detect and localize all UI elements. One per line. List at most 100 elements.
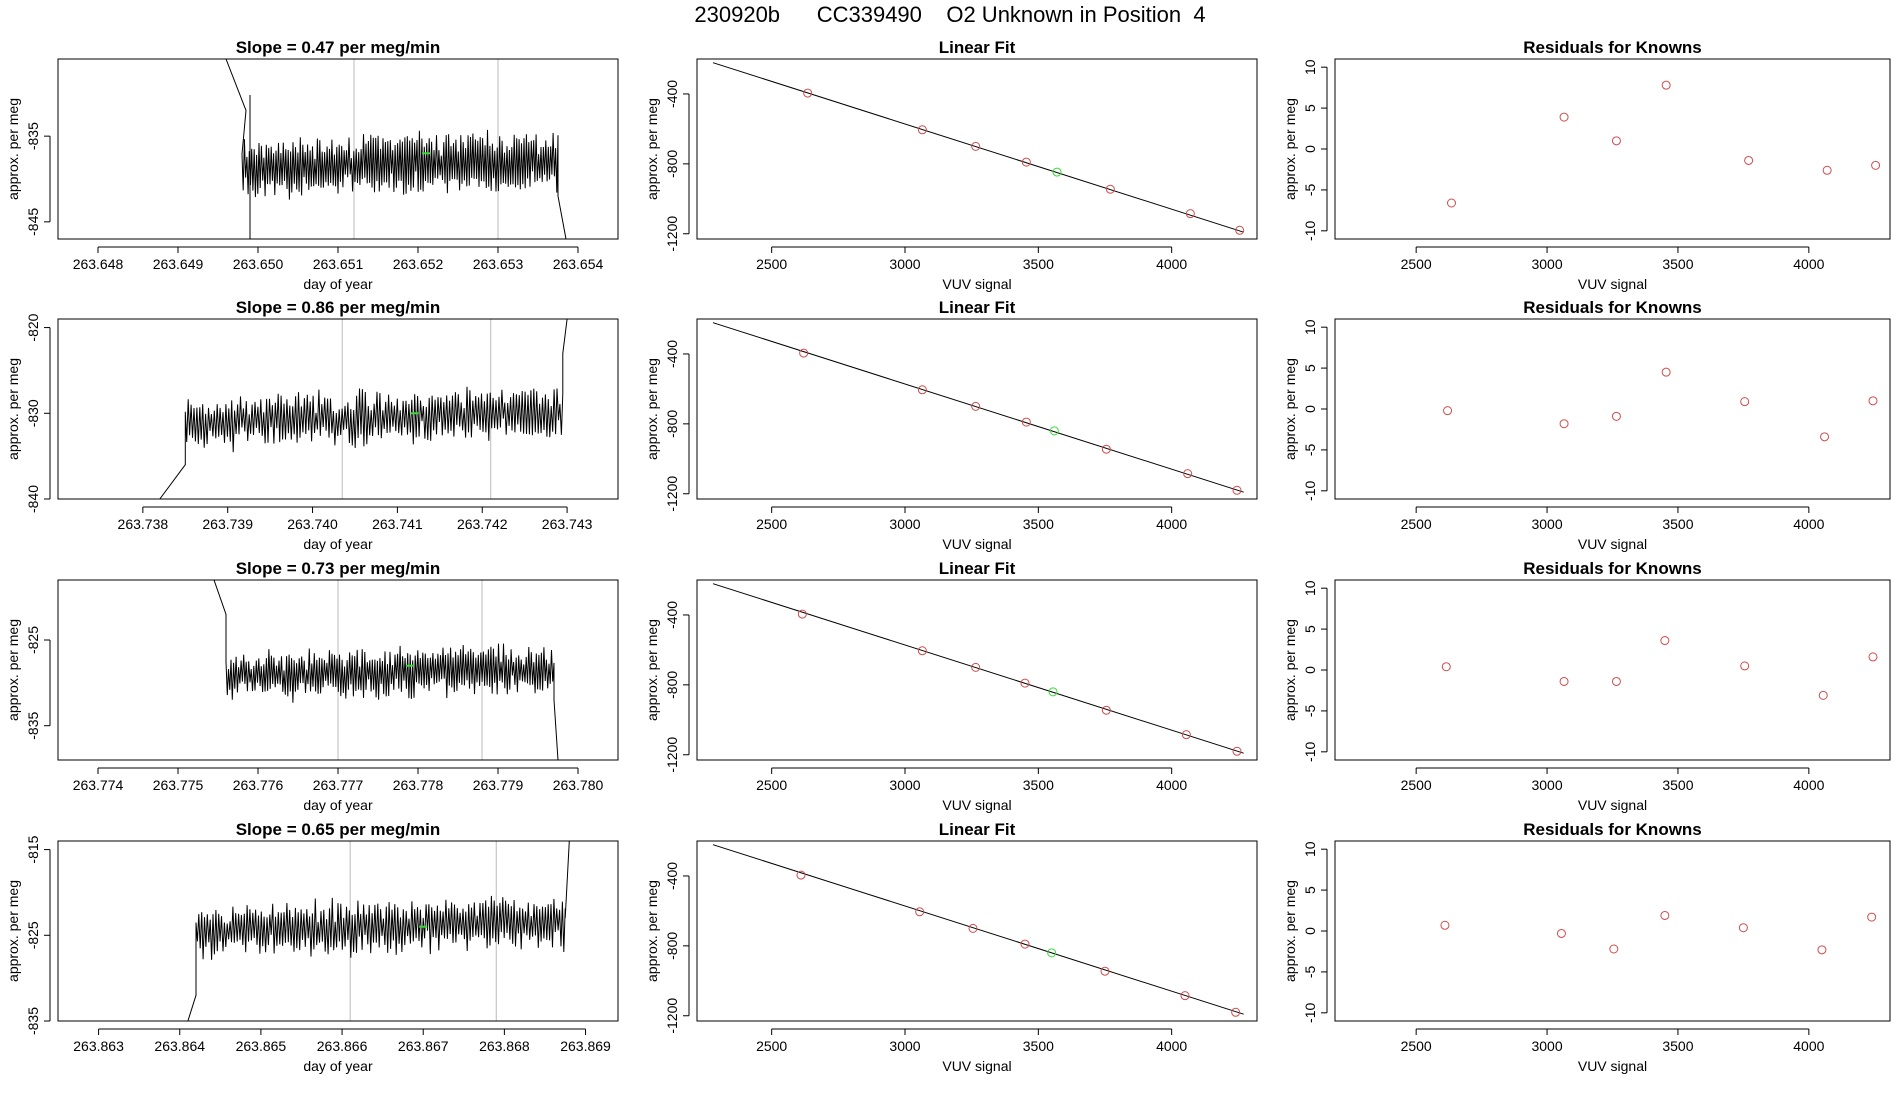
x-tick-label: 3500 <box>1023 1038 1054 1054</box>
panel-1-1: Slope = 0.47 per meg/min 263.648 263.649 26… <box>5 38 619 292</box>
x-tick-label: 3000 <box>1531 256 1562 272</box>
x-tick-label: 263.867 <box>398 1038 449 1054</box>
x-tick-label: 263.866 <box>317 1038 368 1054</box>
y-tick-label: 0 <box>1302 405 1318 413</box>
x-tick-label: 263.780 <box>553 777 604 793</box>
x-tick-label: 4000 <box>1156 256 1187 272</box>
residual-point <box>1446 198 1456 208</box>
known-point <box>917 385 927 395</box>
x-tick-label: 263.869 <box>560 1038 611 1054</box>
residual-point <box>1871 160 1881 170</box>
plot-frame <box>696 579 1258 761</box>
plot-frame <box>696 318 1258 500</box>
y-tick-label: -840 <box>25 485 41 513</box>
panel-4-1: Slope = 0.65 per meg/min 263.863 263.864 26… <box>5 820 619 1074</box>
x-tick-label: 2500 <box>1401 1038 1432 1054</box>
fit-line <box>712 322 1244 493</box>
x-tick-label: 2500 <box>756 256 787 272</box>
plot-frame <box>696 58 1258 240</box>
x-tick-label: 263.779 <box>473 777 524 793</box>
residual-point <box>1818 690 1828 700</box>
x-tick-label: 263.741 <box>372 516 423 532</box>
x-tick-label: 3000 <box>1531 777 1562 793</box>
residual-point <box>1443 406 1453 416</box>
panel-4-2: Linear Fit 2500 3000 3500 4000 VUV signal -120… <box>644 820 1258 1074</box>
x-tick-label: 2500 <box>1401 516 1432 532</box>
y-tick-label: -1200 <box>664 216 680 252</box>
y-tick-label: 10 <box>1302 319 1318 335</box>
known-point <box>1021 417 1031 427</box>
y-tick-label: -1200 <box>664 737 680 773</box>
y-tick-label: -400 <box>664 80 680 108</box>
y-tick-label: 5 <box>1302 104 1318 112</box>
residual-point <box>1820 432 1830 442</box>
residual-point <box>1609 944 1619 954</box>
y-axis-label: approx. per meg <box>5 98 21 200</box>
plot-area <box>213 580 559 760</box>
y-axis-label: approx. per meg <box>644 880 660 982</box>
residual-point <box>1611 136 1621 146</box>
y-tick-label: 5 <box>1302 364 1318 372</box>
y-tick-label: -400 <box>664 340 680 368</box>
y-axis-label: approx. per meg <box>5 619 21 721</box>
y-tick-label: -400 <box>664 601 680 629</box>
y-axis-label: approx. per meg <box>644 98 660 200</box>
known-point <box>1180 991 1190 1001</box>
fit-line <box>712 62 1244 233</box>
known-point <box>971 401 981 411</box>
known-point <box>796 870 806 880</box>
plot-area <box>712 844 1244 1017</box>
x-axis-label: VUV signal <box>1578 797 1647 813</box>
chart-title: Residuals for Knowns <box>1523 298 1702 317</box>
x-axis-label: VUV signal <box>1578 276 1647 292</box>
plot-area <box>712 322 1244 495</box>
residual-point <box>1661 80 1671 90</box>
x-tick-label: 263.743 <box>542 516 593 532</box>
series-line <box>225 59 567 239</box>
panel-1-3: Residuals for Knowns 2500 3000 3500 4000 VUV … <box>1282 38 1891 292</box>
x-axis-label: day of year <box>303 1058 373 1074</box>
x-tick-label: 3000 <box>1531 1038 1562 1054</box>
fit-line <box>712 583 1244 754</box>
y-tick-label: -800 <box>664 410 680 438</box>
residual-point <box>1740 397 1750 407</box>
x-tick-label: 3000 <box>889 1038 920 1054</box>
plot-area <box>108 319 568 499</box>
y-axis-label: approx. per meg <box>5 880 21 982</box>
residual-point <box>1867 912 1877 922</box>
residual-point <box>1559 419 1569 429</box>
y-tick-label: -830 <box>25 399 41 427</box>
known-point <box>797 609 807 619</box>
y-axis-label: approx. per meg <box>5 358 21 460</box>
chart-title: Residuals for Knowns <box>1523 38 1702 57</box>
x-tick-label: 263.649 <box>153 256 204 272</box>
unknown-point <box>1049 426 1059 436</box>
x-tick-label: 263.648 <box>73 256 124 272</box>
x-tick-label: 4000 <box>1156 1038 1187 1054</box>
residual-point <box>1822 165 1832 175</box>
y-tick-label: -5 <box>1302 183 1318 196</box>
y-tick-label: -835 <box>25 1007 41 1035</box>
x-tick-label: 3500 <box>1662 777 1693 793</box>
known-point <box>917 646 927 656</box>
x-tick-label: 2500 <box>756 777 787 793</box>
x-axis-label: VUV signal <box>942 276 1011 292</box>
chart-title: Slope = 0.73 per meg/min <box>236 559 441 578</box>
panel-2-3: Residuals for Knowns 2500 3000 3500 4000 VUV … <box>1282 298 1891 552</box>
series-line <box>187 841 570 1021</box>
x-tick-label: 4000 <box>1793 516 1824 532</box>
x-tick-label: 263.650 <box>233 256 284 272</box>
x-tick-label: 4000 <box>1156 516 1187 532</box>
residual-point <box>1611 676 1621 686</box>
y-tick-label: -815 <box>25 835 41 863</box>
plot-area <box>1446 80 1881 208</box>
known-point <box>917 125 927 135</box>
panel-2-1: Slope = 0.86 per meg/min 263.738 263.739 26… <box>5 298 619 552</box>
y-tick-label: -820 <box>25 313 41 341</box>
x-axis-label: VUV signal <box>942 536 1011 552</box>
panel-3-3: Residuals for Knowns 2500 3000 3500 4000 VUV … <box>1282 559 1891 813</box>
chart-title: Linear Fit <box>939 559 1016 578</box>
known-point <box>1232 485 1242 495</box>
plot-area <box>187 841 570 1021</box>
residual-point <box>1738 923 1748 933</box>
